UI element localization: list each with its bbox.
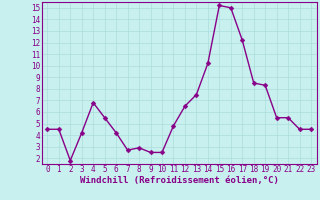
X-axis label: Windchill (Refroidissement éolien,°C): Windchill (Refroidissement éolien,°C)	[80, 176, 279, 185]
